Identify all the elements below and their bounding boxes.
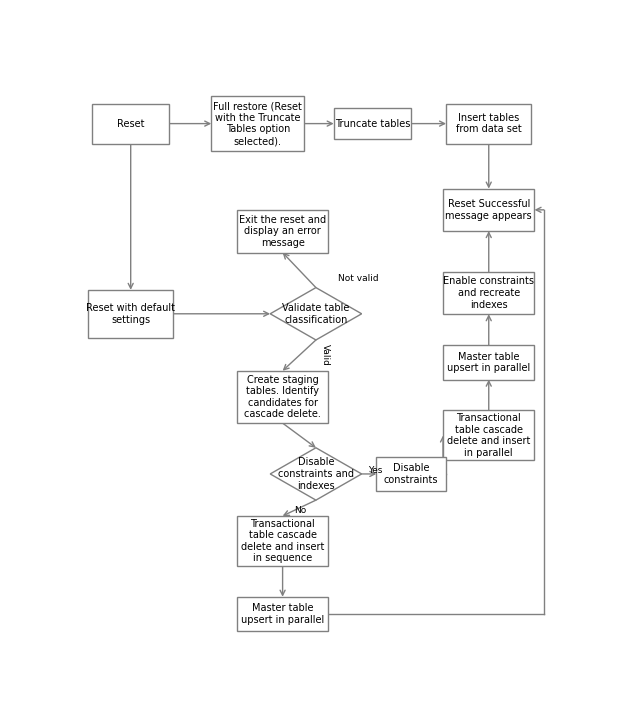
Text: Reset Successful
message appears: Reset Successful message appears	[446, 199, 532, 221]
Text: Transactional
table cascade
delete and insert
in parallel: Transactional table cascade delete and i…	[447, 413, 530, 458]
Bar	[443, 188, 535, 231]
Bar	[237, 210, 328, 253]
Text: Master table
upsert in parallel: Master table upsert in parallel	[241, 604, 324, 625]
Text: Truncate tables: Truncate tables	[335, 118, 410, 129]
Text: Reset with default
settings: Reset with default settings	[86, 303, 175, 325]
Text: Insert tables
from data set: Insert tables from data set	[456, 113, 522, 134]
Text: Full restore (Reset
with the Truncate
Tables option
selected).: Full restore (Reset with the Truncate Ta…	[213, 101, 302, 146]
Text: Yes: Yes	[368, 466, 383, 474]
Bar	[212, 96, 305, 152]
Bar	[334, 108, 411, 139]
Bar	[88, 290, 173, 338]
Bar	[237, 516, 328, 566]
Bar	[237, 371, 328, 423]
Bar	[446, 103, 532, 144]
Bar	[443, 345, 535, 380]
Bar	[443, 410, 535, 461]
Text: Validate table
classification: Validate table classification	[282, 303, 349, 325]
Text: Reset: Reset	[117, 118, 144, 129]
Bar	[376, 456, 446, 491]
Text: Valid: Valid	[321, 344, 329, 366]
Bar	[92, 103, 170, 144]
Text: Master table
upsert in parallel: Master table upsert in parallel	[447, 352, 530, 373]
Text: Create staging
tables. Identify
candidates for
cascade delete.: Create staging tables. Identify candidat…	[244, 375, 321, 419]
Text: Not valid: Not valid	[338, 274, 378, 283]
Polygon shape	[270, 287, 362, 340]
Text: Transactional
table cascade
delete and insert
in sequence: Transactional table cascade delete and i…	[241, 518, 324, 563]
Bar	[443, 271, 535, 314]
Text: Exit the reset and
display an error
message: Exit the reset and display an error mess…	[239, 215, 326, 248]
Polygon shape	[270, 448, 362, 500]
Text: Disable
constraints: Disable constraints	[384, 463, 439, 484]
Text: No: No	[295, 506, 306, 516]
Bar	[237, 597, 328, 632]
Text: Enable constraints
and recreate
indexes: Enable constraints and recreate indexes	[443, 277, 534, 310]
Text: Disable
constraints and
indexes: Disable constraints and indexes	[278, 457, 354, 490]
